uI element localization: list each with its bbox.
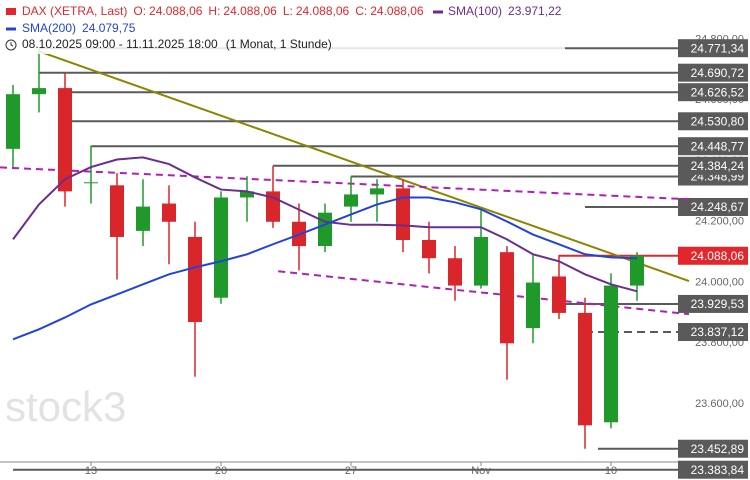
level-box — [678, 246, 748, 265]
legend-row: 08.10.2025 09:00 - 11.11.2025 18:00 (1 Mo… — [22, 37, 332, 51]
candle-body — [422, 240, 436, 259]
candle-body — [396, 188, 410, 240]
clock-icon — [10, 42, 14, 47]
legend-text: 08.10.2025 09:00 - 11.11.2025 18:00 — [22, 37, 218, 51]
candle-body — [604, 285, 618, 423]
legend: DAX (XETRA, Last) O: 24.088,06 H: 24.088,06 L… — [0, 2, 565, 54]
legend-text: 24.088,06 — [296, 4, 350, 18]
candle-body — [110, 185, 124, 237]
level-box — [678, 323, 748, 342]
level-label: 24.690,72 — [691, 66, 745, 80]
legend-text: 24.088,06 — [223, 4, 277, 18]
level-label: 24.088,06 — [691, 249, 745, 263]
level-box — [678, 83, 748, 102]
level-box — [678, 294, 748, 313]
legend-text: O: — [133, 4, 146, 18]
level-box — [678, 460, 748, 479]
legend-text: 23.971,22 — [508, 4, 562, 18]
candle-body — [318, 212, 332, 247]
candle-body — [448, 258, 462, 286]
candle-body — [6, 94, 20, 149]
candle-body — [500, 252, 514, 344]
candle-body — [162, 203, 176, 222]
level-label: 24.248,67 — [691, 200, 745, 214]
level-box — [678, 156, 748, 175]
candle-body — [214, 197, 228, 298]
trend-line — [38, 50, 690, 282]
candle-body — [84, 182, 98, 184]
legend-icon — [6, 8, 16, 15]
candle-body — [32, 88, 46, 95]
candle-body — [578, 312, 592, 426]
legend-row: SMA(100) 23.971,22 — [448, 4, 562, 18]
legend-text: 24.088,06 — [149, 4, 203, 18]
sma-line — [12, 156, 638, 293]
candle-body — [344, 194, 358, 207]
candle-body — [526, 282, 540, 329]
legend-text: (1 Monat, 1 Stunde) — [226, 37, 332, 51]
level-label: 23.837,12 — [691, 325, 745, 339]
candle-body — [136, 206, 150, 231]
level-label: 23.929,53 — [691, 297, 745, 311]
candle-body — [474, 236, 488, 286]
candle-body — [188, 236, 202, 323]
legend-bg — [0, 2, 565, 54]
level-box — [678, 112, 748, 131]
legend-text: SMA(200) — [22, 21, 76, 35]
x-tick-label: 10 — [605, 465, 617, 477]
sma-line — [12, 196, 638, 341]
level-box — [678, 39, 748, 58]
watermark: stock3 — [5, 383, 126, 430]
trend-line — [278, 270, 690, 316]
x-tick-label: 20 — [215, 465, 227, 477]
legend-text: 24.079,75 — [82, 21, 136, 35]
level-label: 24.771,34 — [691, 41, 745, 55]
y-tick-label: 24.000,00 — [695, 276, 744, 288]
level-label: 24.626,52 — [691, 85, 745, 99]
candle-body — [240, 191, 254, 198]
candle-body — [58, 88, 72, 192]
legend-row: SMA(200) 24.079,75 — [22, 21, 136, 35]
legend-text: DAX (XETRA, Last) — [22, 4, 127, 18]
level-label: 24.448,77 — [691, 139, 745, 153]
x-tick-label: 13 — [85, 465, 97, 477]
legend-text: SMA(100) — [448, 4, 502, 18]
candle-body — [630, 255, 644, 286]
level-label: 23.452,89 — [691, 442, 745, 456]
candle-body — [370, 188, 384, 195]
trend-line — [0, 166, 690, 201]
level-box — [678, 439, 748, 458]
legend-text: H: — [208, 4, 220, 18]
y-tick-label: 23.600,00 — [695, 398, 744, 410]
legend-text: L: — [283, 4, 293, 18]
level-label: 23.383,84 — [691, 463, 745, 477]
level-label: 24.384,24 — [691, 159, 745, 173]
y-tick-label: 24.200,00 — [695, 216, 744, 228]
candle-body — [552, 276, 566, 313]
clock-icon — [5, 39, 17, 51]
x-tick-label: 27 — [345, 465, 357, 477]
level-box — [678, 197, 748, 216]
x-tick-label: Nov — [471, 465, 491, 477]
legend-row: DAX (XETRA, Last) O: 24.088,06 H: 24.088,06 L… — [22, 4, 424, 18]
legend-text: 24.088,06 — [370, 4, 424, 18]
legend-text: C: — [355, 4, 367, 18]
level-box — [678, 137, 748, 156]
level-label: 24.530,80 — [691, 114, 745, 128]
level-box — [678, 63, 748, 82]
